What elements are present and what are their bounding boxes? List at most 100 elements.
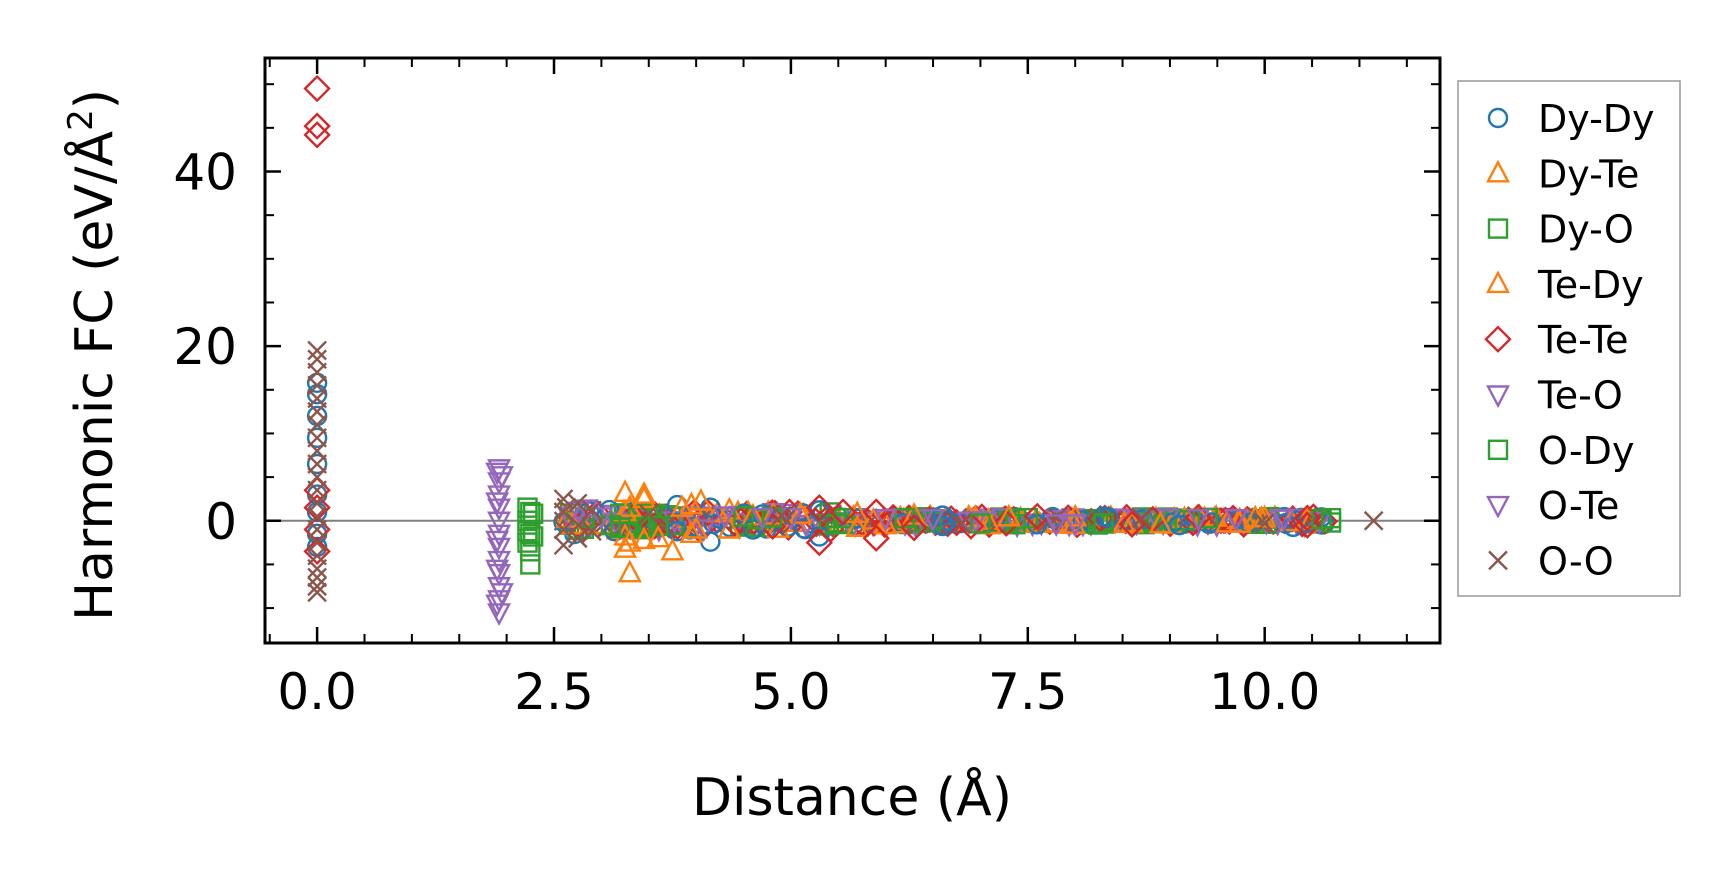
x-axis-label: Distance (Å) xyxy=(692,766,1012,828)
point-dy-o xyxy=(894,507,915,529)
legend-label-te-dy: Te-Dy xyxy=(1537,263,1644,307)
legend-label-dy-dy: Dy-Dy xyxy=(1538,97,1655,141)
point-dy-te xyxy=(632,485,657,509)
point-dy-dy xyxy=(306,453,328,475)
point-te-o xyxy=(1063,514,1088,537)
point-o-te xyxy=(485,492,510,516)
legend-marker-dy-o xyxy=(1487,218,1509,239)
dense-band-point xyxy=(992,509,1020,537)
point-te-dy xyxy=(632,480,657,504)
point-o-dy xyxy=(522,526,544,547)
legend-marker-dy-te xyxy=(1486,159,1510,183)
point-o-te xyxy=(485,462,510,486)
point-te-dy xyxy=(684,515,709,539)
point-te-te xyxy=(862,524,890,552)
point-o-o xyxy=(307,582,327,603)
point-te-dy xyxy=(617,494,642,517)
point-dy-te xyxy=(845,500,870,523)
y-tick-label: 40 xyxy=(173,144,237,202)
point-te-te xyxy=(303,493,331,522)
data-points xyxy=(303,74,1384,627)
point-dy-dy xyxy=(306,405,328,427)
point-te-dy xyxy=(688,487,713,511)
legend-marker-dy-dy xyxy=(1487,107,1509,129)
point-te-dy xyxy=(669,494,694,517)
point-te-te xyxy=(805,528,834,557)
point-o-o xyxy=(307,567,327,588)
point-o-o xyxy=(553,502,574,522)
dense-band-point xyxy=(871,510,899,539)
point-te-o xyxy=(487,511,512,535)
point-o-dy xyxy=(517,497,538,518)
point-dy-o xyxy=(818,514,840,535)
legend-marker-te-dy xyxy=(1486,270,1510,294)
point-dy-o xyxy=(520,554,541,575)
y-axis-label: Harmonic FC (eV/Å2) xyxy=(61,89,125,621)
point-o-te xyxy=(1044,514,1069,537)
point-te-o xyxy=(1271,508,1296,532)
point-dy-o xyxy=(648,515,669,537)
point-te-te xyxy=(805,493,834,522)
legend-marker-o-o xyxy=(1488,550,1508,571)
legend-label-te-o: Te-O xyxy=(1537,374,1623,418)
dense-band-point xyxy=(655,516,675,537)
point-o-te xyxy=(485,559,510,583)
dense-band-point xyxy=(691,519,716,543)
point-o-te xyxy=(1224,508,1249,532)
point-te-o xyxy=(487,537,512,561)
point-o-o xyxy=(567,493,588,514)
point-te-o xyxy=(1186,508,1211,532)
x-tick-label: 0.0 xyxy=(277,663,357,721)
axes: 0.0 2.5 5.0 7.5 10.0 0 20 40 xyxy=(173,56,1442,721)
point-te-dy xyxy=(788,501,813,524)
point-o-o xyxy=(307,576,327,597)
dense-band-point xyxy=(619,502,648,531)
point-te-dy xyxy=(996,503,1021,527)
point-te-dy xyxy=(617,529,642,552)
point-o-o xyxy=(582,500,602,521)
point-dy-te xyxy=(617,559,642,583)
point-dy-o xyxy=(1017,507,1039,529)
point-o-dy xyxy=(517,510,538,531)
point-dy-dy xyxy=(306,383,328,405)
point-o-o xyxy=(638,503,659,524)
point-o-te xyxy=(750,508,775,531)
legend-label-dy-te: Dy-Te xyxy=(1538,152,1639,196)
y-tick-label: 0 xyxy=(205,493,237,551)
point-dy-te xyxy=(613,479,638,503)
legend-label-o-te: O-Te xyxy=(1538,484,1619,528)
point-o-dy xyxy=(1311,508,1332,530)
point-dy-te xyxy=(632,526,657,550)
point-o-dy xyxy=(970,513,991,534)
plot-frame xyxy=(263,56,1442,645)
point-o-dy xyxy=(517,532,538,553)
point-te-o xyxy=(487,485,512,509)
point-o-o xyxy=(1254,513,1275,534)
point-dy-te xyxy=(845,514,870,537)
point-o-te xyxy=(485,594,510,618)
point-o-o xyxy=(951,514,972,535)
x-tick-label: 7.5 xyxy=(988,663,1068,721)
dense-band-point xyxy=(1310,507,1339,536)
legend-label-o-dy: O-Dy xyxy=(1538,429,1634,473)
point-te-o xyxy=(712,506,737,530)
point-te-dy xyxy=(646,524,671,548)
legend-marker-te-te xyxy=(1484,325,1512,353)
point-te-dy xyxy=(1243,504,1268,528)
point-o-o xyxy=(307,340,327,361)
point-te-dy xyxy=(873,511,898,535)
dense-band-point xyxy=(640,512,669,540)
point-dy-o xyxy=(733,506,754,527)
dense-band-point xyxy=(631,503,653,524)
x-tick-label: 2.5 xyxy=(514,663,594,721)
point-o-o xyxy=(582,521,602,542)
point-o-o xyxy=(771,505,792,526)
point-o-te xyxy=(485,530,510,554)
point-dy-dy xyxy=(932,505,953,526)
x-tick-label: 10.0 xyxy=(1209,663,1320,721)
legend-marker-o-dy xyxy=(1487,439,1509,460)
point-o-o xyxy=(553,519,574,540)
point-te-te xyxy=(862,498,890,526)
point-o-o xyxy=(567,528,588,549)
y-tick-label: 20 xyxy=(173,318,237,376)
